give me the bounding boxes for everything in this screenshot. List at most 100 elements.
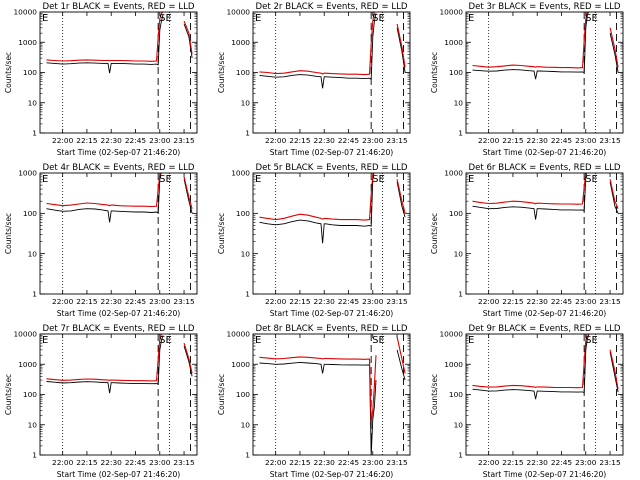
x-tick-label: 22:15: [502, 136, 524, 145]
lld-series-line: [472, 334, 619, 390]
annotation-e: E: [42, 13, 48, 24]
y-tick-label: 10: [241, 98, 251, 107]
plot-frame: [465, 11, 624, 134]
y-tick-label: 10: [28, 98, 38, 107]
events-series-line: [46, 14, 193, 74]
events-series-line: [472, 12, 619, 80]
annotation-se: SE: [585, 174, 598, 185]
x-tick-label: 22:30: [101, 136, 123, 145]
x-tick-label: 22:30: [527, 297, 549, 306]
y-tick-label: 100: [449, 390, 463, 399]
panel-title: Det 8r BLACK = Events, RED = LLD: [255, 324, 407, 334]
panel-det-3r: Det 3r BLACK = Events, RED = LLD Counts/s…: [430, 2, 624, 157]
x-tick-label: 23:00: [149, 297, 171, 306]
events-series-line: [46, 173, 193, 223]
panel-det-7r: Det 7r BLACK = Events, RED = LLD Counts/s…: [4, 324, 198, 479]
panel-title: Det 1r BLACK = Events, RED = LLD: [42, 2, 194, 12]
y-axis-label: Counts/sec: [430, 52, 439, 93]
annotation-se: SE: [585, 13, 598, 24]
lld-series-line: [472, 173, 619, 209]
x-tick-label: 23:00: [362, 136, 384, 145]
y-tick-label: 1000: [18, 38, 37, 47]
x-tick-label: 22:00: [478, 136, 500, 145]
x-tick-label: 22:15: [289, 297, 311, 306]
y-axis-label: Counts/sec: [4, 374, 13, 415]
x-tick-label: 22:45: [551, 297, 573, 306]
y-tick-label: 10: [241, 249, 251, 258]
plot-frame: [252, 11, 411, 134]
plot-frame: [39, 172, 198, 295]
x-tick-label: 23:15: [386, 136, 408, 145]
y-tick-label: 1000: [444, 38, 463, 47]
annotation-e: E: [468, 174, 474, 185]
x-axis-label: Start Time (02-Sep-07 21:46:20): [57, 148, 181, 157]
y-tick-label: 10000: [439, 8, 463, 17]
y-tick-label: 10: [28, 420, 38, 429]
x-tick-label: 22:30: [314, 297, 336, 306]
x-tick-label: 22:30: [314, 136, 336, 145]
x-tick-label: 22:45: [125, 458, 147, 467]
plot-frame: [39, 333, 198, 456]
x-tick-label: 23:15: [386, 458, 408, 467]
x-axis-label: Start Time (02-Sep-07 21:46:20): [270, 470, 394, 479]
panel-title: Det 2r BLACK = Events, RED = LLD: [255, 2, 407, 12]
panel-title: Det 5r BLACK = Events, RED = LLD: [255, 163, 407, 173]
y-tick-label: 1000: [231, 360, 250, 369]
plot-frame: [39, 11, 198, 134]
panel-det-6r: Det 6r BLACK = Events, RED = LLD Counts/s…: [430, 163, 624, 318]
x-tick-label: 22:15: [76, 136, 98, 145]
panel-det-2r: Det 2r BLACK = Events, RED = LLD Counts/s…: [217, 2, 411, 157]
x-tick-label: 23:15: [599, 297, 621, 306]
x-tick-label: 23:15: [599, 136, 621, 145]
y-axis-label: Counts/sec: [4, 213, 13, 254]
y-tick-label: 10: [28, 249, 38, 258]
events-series-line: [472, 173, 619, 220]
x-tick-label: 22:30: [314, 458, 336, 467]
x-tick-label: 22:00: [478, 458, 500, 467]
panel-title: Det 7r BLACK = Events, RED = LLD: [42, 324, 194, 334]
x-tick-label: 22:00: [478, 297, 500, 306]
x-tick-label: 22:00: [265, 297, 287, 306]
lld-series-line: [259, 336, 406, 423]
annotation-se: SE: [372, 335, 385, 346]
y-tick-label: 100: [449, 68, 463, 77]
x-axis-label: Start Time (02-Sep-07 21:46:20): [483, 309, 607, 318]
x-tick-label: 22:00: [52, 297, 74, 306]
x-tick-label: 22:30: [527, 136, 549, 145]
events-series-line: [259, 173, 406, 244]
lld-series-line: [472, 12, 619, 69]
annotation-se: SE: [372, 13, 385, 24]
y-tick-label: 10000: [439, 330, 463, 339]
annotation-e: E: [255, 13, 261, 24]
y-axis-label: Counts/sec: [217, 374, 226, 415]
x-tick-label: 22:30: [101, 458, 123, 467]
panel-det-8r: Det 8r BLACK = Events, RED = LLD Counts/s…: [217, 324, 411, 479]
annotation-e: E: [255, 335, 261, 346]
annotation-e: E: [468, 13, 474, 24]
y-tick-label: 10000: [13, 330, 37, 339]
y-tick-label: 1: [458, 290, 463, 299]
x-tick-label: 22:15: [289, 136, 311, 145]
events-series-line: [259, 349, 406, 455]
x-tick-label: 22:00: [265, 458, 287, 467]
plot-frame: [465, 333, 624, 456]
y-tick-label: 10: [454, 420, 464, 429]
panel-det-1r: Det 1r BLACK = Events, RED = LLD Counts/s…: [4, 2, 198, 157]
x-tick-label: 22:00: [52, 136, 74, 145]
panel-title: Det 4r BLACK = Events, RED = LLD: [42, 163, 194, 173]
x-axis-label: Start Time (02-Sep-07 21:46:20): [57, 309, 181, 318]
lld-series-line: [46, 173, 193, 209]
x-tick-label: 22:45: [551, 458, 573, 467]
x-tick-label: 23:00: [575, 458, 597, 467]
x-axis-label: Start Time (02-Sep-07 21:46:20): [270, 309, 394, 318]
y-tick-label: 10: [241, 420, 251, 429]
panel-det-9r: Det 9r BLACK = Events, RED = LLD Counts/s…: [430, 324, 624, 479]
x-tick-label: 23:15: [173, 136, 195, 145]
plot-frame: [465, 172, 624, 295]
y-tick-label: 100: [23, 390, 37, 399]
lld-series-line: [259, 173, 406, 221]
x-tick-label: 23:15: [173, 297, 195, 306]
x-axis-label: Start Time (02-Sep-07 21:46:20): [483, 148, 607, 157]
y-tick-label: 10000: [226, 330, 250, 339]
y-tick-label: 10: [454, 249, 464, 258]
